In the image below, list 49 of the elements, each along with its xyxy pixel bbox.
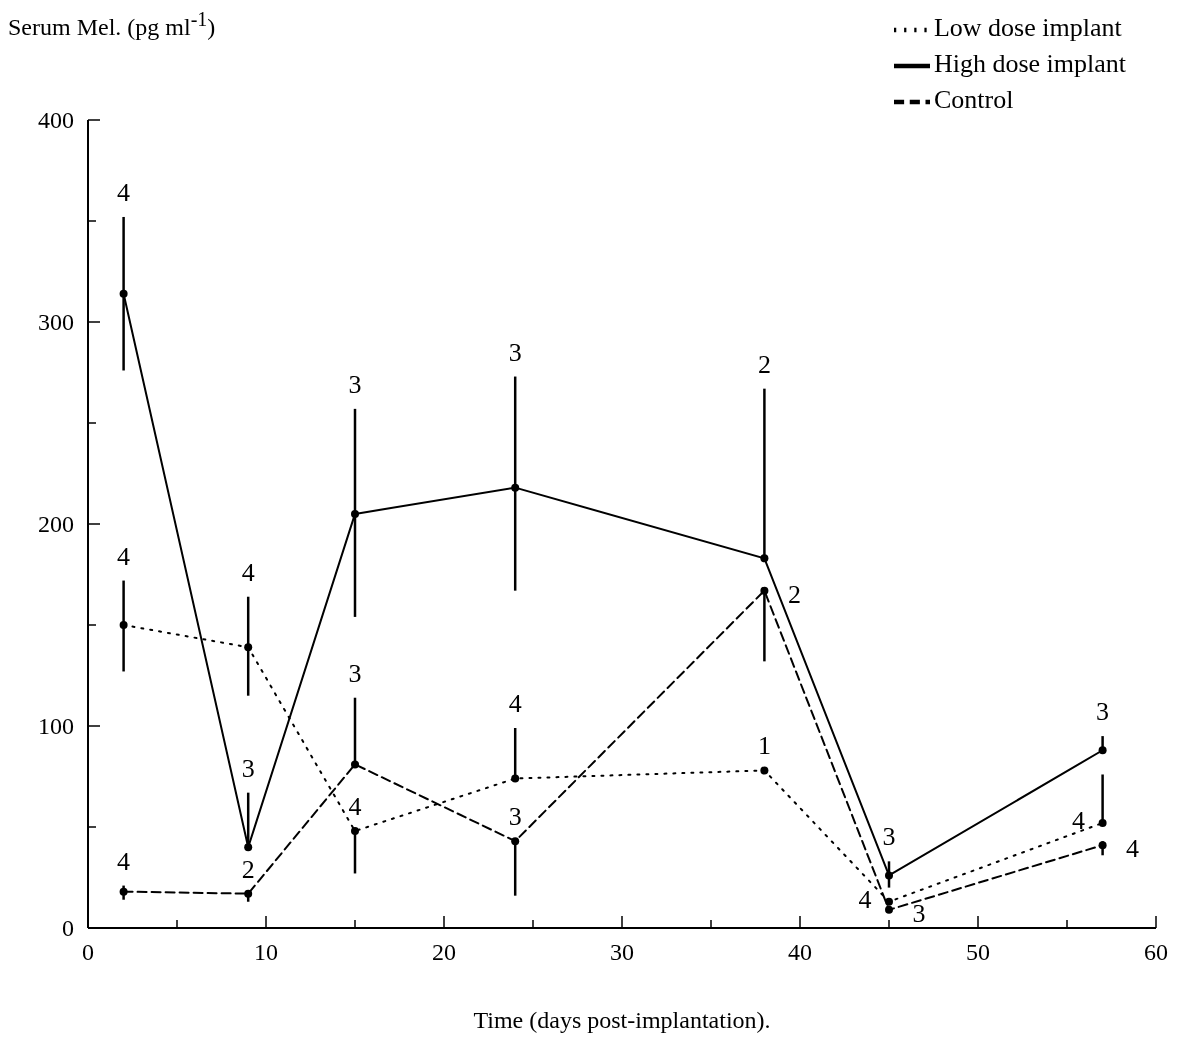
annotation: 4 [117, 846, 131, 876]
point [244, 643, 253, 652]
y-tick-label: 300 [38, 309, 74, 335]
point [760, 766, 769, 775]
point [351, 509, 359, 518]
annotation: 4 [508, 689, 522, 719]
annotation: 4 [1126, 834, 1140, 864]
x-tick-label: 20 [432, 939, 456, 965]
point [119, 621, 128, 629]
annotation: 3 [508, 802, 522, 832]
annotation: 2 [241, 854, 255, 884]
point [885, 905, 893, 914]
annotation: 1 [757, 731, 771, 761]
point [885, 871, 893, 880]
x-tick-label: 0 [82, 939, 94, 965]
legend-label: Low dose implant [933, 12, 1122, 42]
annotation: 4 [117, 177, 131, 207]
annotation: 4 [858, 884, 872, 914]
y-tick-label: 400 [38, 107, 74, 133]
annotation: 3 [508, 337, 522, 367]
y-tick-label: 100 [38, 713, 74, 739]
annotation: 4 [241, 557, 255, 587]
y-tick-label: 0 [62, 915, 74, 941]
annotation: 3 [241, 753, 255, 783]
annotation: 3 [882, 822, 896, 852]
y-tick-label: 200 [38, 511, 74, 537]
annotation: 2 [787, 579, 801, 609]
annotation: 3 [1096, 697, 1110, 727]
point [511, 483, 520, 492]
x-tick-label: 50 [966, 939, 990, 965]
annotation: 3 [348, 369, 362, 399]
x-tick-label: 10 [254, 939, 278, 965]
x-tick-label: 40 [788, 939, 812, 965]
legend-label: High dose implant [933, 48, 1126, 78]
point [119, 289, 128, 298]
annotation: 2 [757, 349, 771, 379]
y-axis-title: Serum Mel. (pg ml$^{-1}$) [8, 8, 216, 41]
x-axis-title: Time (days post-implantation). [473, 1007, 771, 1033]
annotation: 4 [348, 792, 362, 822]
annotation: 4 [1072, 805, 1086, 835]
x-tick-label: 60 [1144, 939, 1168, 965]
annotation: 4 [117, 541, 131, 571]
x-tick-label: 30 [610, 939, 634, 965]
annotation: 3 [912, 898, 926, 928]
legend-label: Control [933, 84, 1014, 114]
point [119, 887, 128, 896]
point [885, 897, 893, 906]
annotation: 3 [348, 658, 362, 688]
point [1098, 841, 1107, 850]
